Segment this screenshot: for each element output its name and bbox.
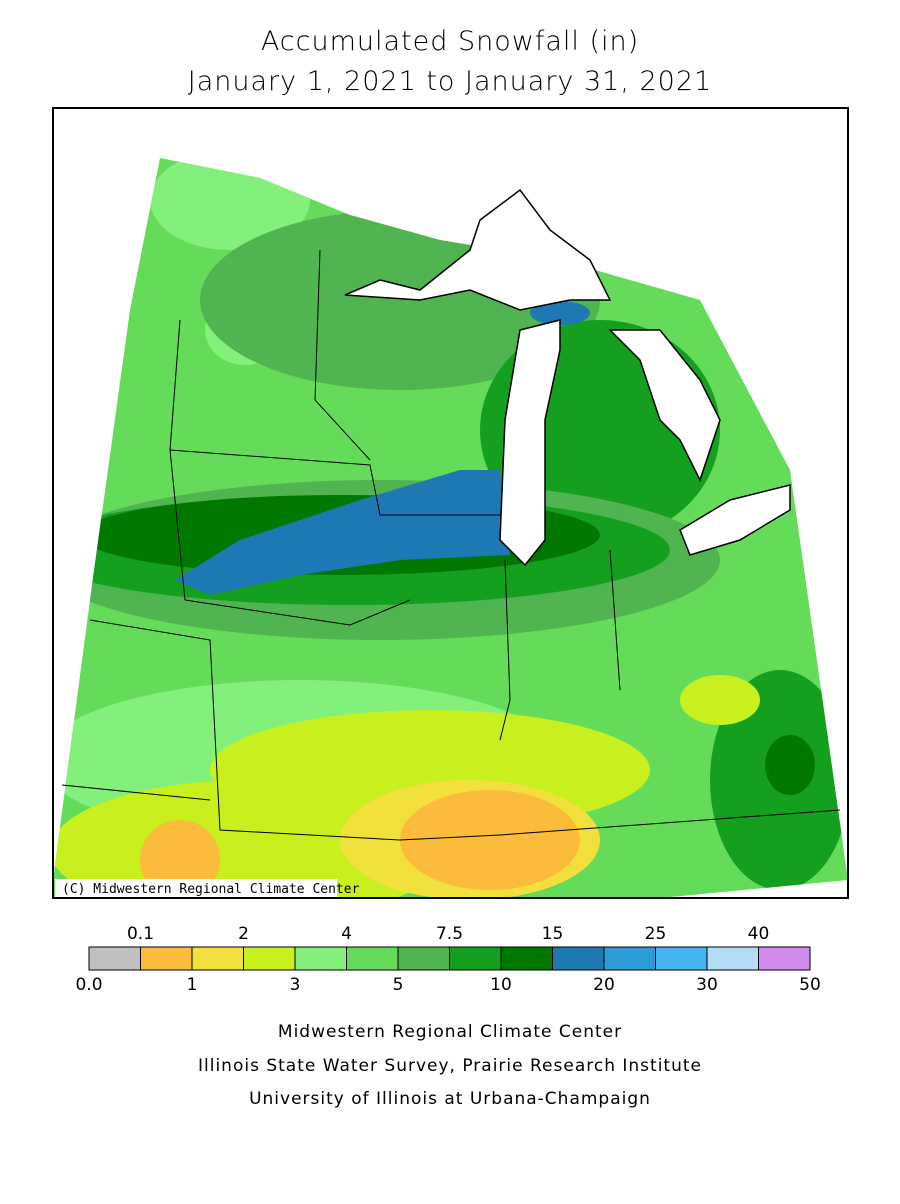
legend: 0.1 2 4 7.5 15 25 40 0.0 1 3 5 10 20 30 50 — [75, 924, 820, 995]
credit-box — [55, 879, 337, 897]
legend-swatch — [603, 946, 656, 971]
legend-swatch — [397, 946, 450, 971]
state-borders — [61, 249, 841, 841]
lakes — [344, 188, 791, 567]
border — [499, 559, 511, 741]
footer-line: Illinois State Water Survey, Prairie Res… — [198, 1056, 702, 1076]
legend-swatch — [655, 946, 708, 971]
border — [169, 319, 186, 601]
legend-label: 20 — [593, 975, 615, 995]
legend-label: 3 — [290, 975, 301, 995]
legend-label: 5 — [393, 975, 404, 995]
footer-line: University of Illinois at Urbana-Champai… — [249, 1089, 651, 1109]
border — [184, 599, 411, 626]
legend-swatch — [191, 946, 244, 971]
legend-label: 0.0 — [75, 975, 102, 995]
border — [169, 449, 500, 516]
border — [61, 784, 211, 801]
legend-swatch — [88, 946, 141, 971]
title-line: January 1, 2021 to January 31, 2021 — [188, 66, 712, 97]
lake-superior — [344, 188, 612, 311]
lake-huron — [608, 329, 721, 482]
title-line: Accumulated Snowfall (in) — [261, 26, 639, 57]
legend-label: 1 — [187, 975, 198, 995]
legend-label: 50 — [799, 975, 821, 995]
legend-label: 4 — [341, 924, 352, 944]
lake-michigan — [499, 319, 561, 567]
legend-label: 15 — [542, 924, 564, 944]
legend-label: 25 — [645, 924, 667, 944]
legend-swatch — [449, 946, 502, 971]
legend-swatch — [500, 946, 553, 971]
footer-line: Midwestern Regional Climate Center — [278, 1022, 622, 1042]
map-frame — [52, 107, 849, 899]
border — [89, 619, 841, 841]
legend-swatch — [346, 946, 399, 971]
legend-swatch — [758, 946, 811, 971]
legend-swatch — [140, 946, 193, 971]
lake-erie — [679, 484, 791, 556]
credit: (C) Midwestern Regional Climate Center — [62, 882, 360, 897]
legend-swatch — [243, 946, 296, 971]
border — [609, 549, 621, 691]
field — [175, 470, 510, 595]
legend-label: 7.5 — [436, 924, 463, 944]
field — [530, 301, 590, 325]
border — [314, 249, 371, 461]
legend-swatch — [294, 946, 347, 971]
legend-swatch — [706, 946, 759, 971]
legend-label: 30 — [696, 975, 718, 995]
field — [400, 790, 580, 890]
field — [765, 735, 815, 795]
legend-label: 0.1 — [127, 924, 154, 944]
legend-swatch — [552, 946, 605, 971]
legend-label: 40 — [748, 924, 770, 944]
field — [680, 675, 760, 725]
legend-label: 2 — [238, 924, 249, 944]
legend-label: 10 — [490, 975, 512, 995]
